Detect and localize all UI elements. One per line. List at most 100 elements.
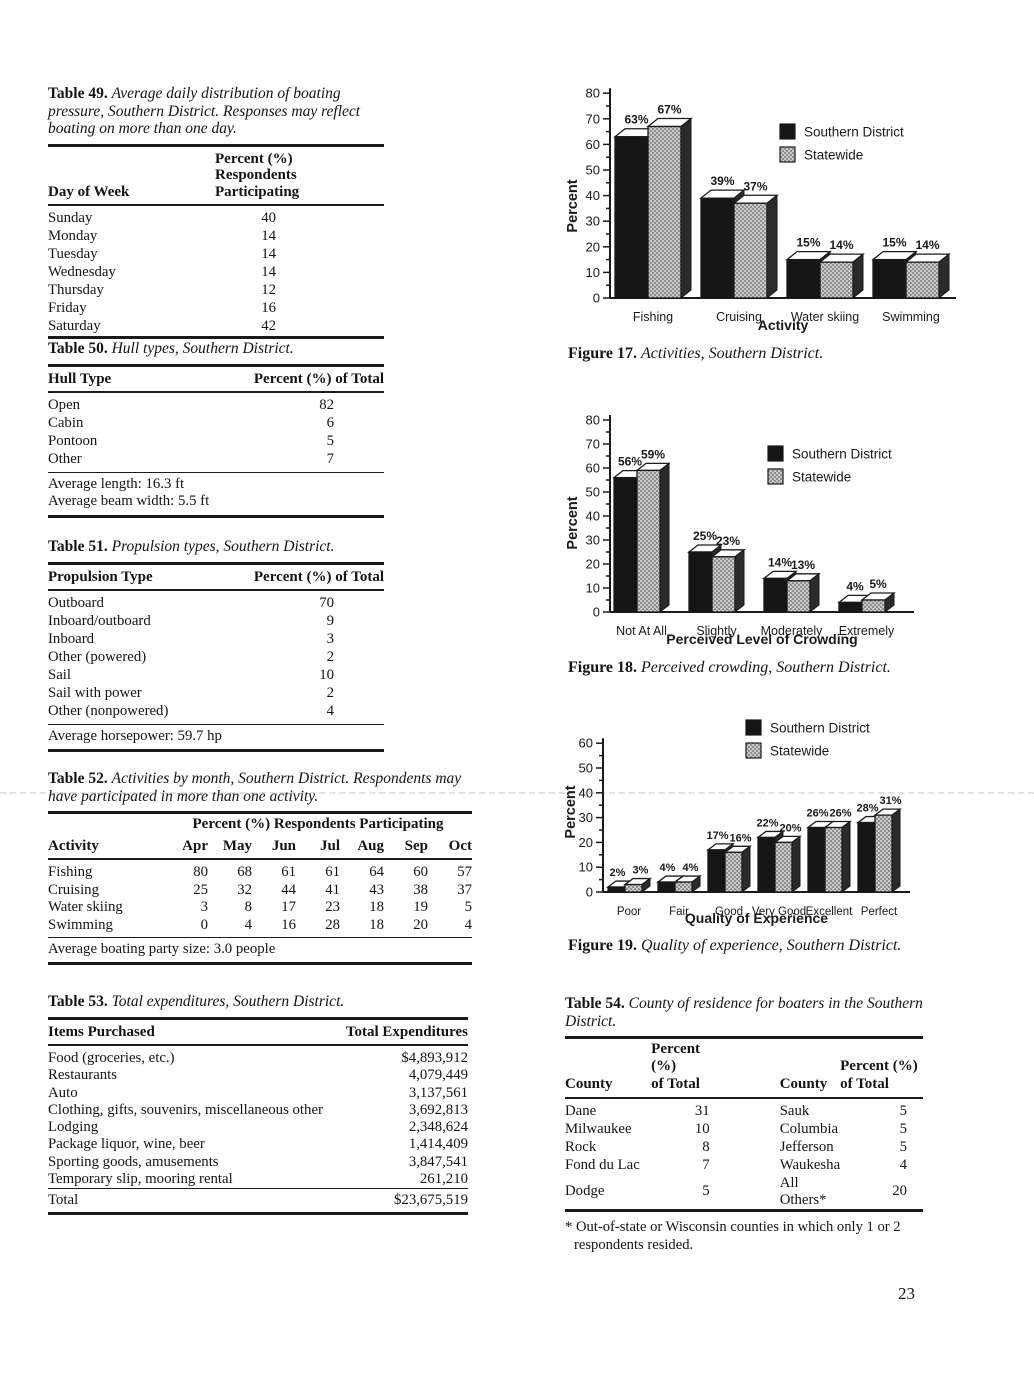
table-label: Table 52.: [48, 770, 108, 787]
bar-southern-district: [657, 881, 676, 893]
y-axis-title: Percent: [565, 496, 581, 549]
bar-statewide-side: [841, 820, 851, 893]
figure-label: Figure 19.: [568, 937, 638, 954]
y-tick-label: 50: [586, 485, 600, 500]
table-row: Swimming 0 4 16 28 18 20 4: [48, 916, 472, 934]
table-cell: 23: [325, 899, 340, 915]
bar-southern-district: [688, 551, 713, 613]
table-cell: 10: [694, 1120, 710, 1137]
bar-value-label: 25%: [693, 529, 717, 543]
table-bottom-rule: [48, 335, 384, 339]
table-cell: 37: [457, 881, 472, 898]
table-cell: 0: [200, 916, 208, 933]
legend-label: Statewide: [804, 148, 863, 163]
table-51-grid: Propulsion Type Percent (%) of Total Out…: [48, 561, 384, 721]
bar-value-label: 4%: [683, 862, 699, 874]
table-bottom-rule: [48, 749, 384, 752]
y-tick-label: 30: [586, 214, 600, 229]
table-cell: Dodge: [565, 1183, 605, 1199]
table-cell: Swimming: [48, 916, 113, 933]
y-tick-label: 40: [586, 509, 600, 524]
table-caption: County of residence for boaters in the S…: [565, 995, 923, 1030]
table-cell: 261,210: [419, 1171, 468, 1188]
table-cell: 5: [899, 1102, 907, 1119]
table-row: Temporary slip, mooring rental 261,210: [48, 1171, 468, 1189]
table-cell: 5: [464, 899, 472, 915]
table-53: Table 53. Total expenditures, Southern D…: [48, 993, 468, 1216]
table-row: Milwaukee 10 Columbia 5: [565, 1120, 923, 1138]
column-header: [716, 1038, 840, 1075]
x-category-label: Swimming: [882, 310, 940, 324]
bar-value-label: 4%: [846, 579, 864, 593]
table-cell: 6: [326, 415, 334, 431]
table-row: Open 82: [48, 392, 384, 415]
column-header: Apr: [164, 833, 208, 860]
table-cell: 68: [237, 864, 252, 880]
table-cell: Sail: [48, 667, 72, 683]
column-header: Jun: [252, 833, 296, 860]
table-cell: 7: [326, 451, 334, 467]
table-cell: Rock: [565, 1138, 597, 1155]
table-bottom-rule: [48, 514, 384, 518]
table-cell: 14: [261, 246, 276, 262]
y-tick-label: 0: [593, 605, 600, 620]
bar-value-label: 23%: [716, 534, 740, 548]
y-tick-label: 70: [586, 437, 600, 452]
table-caption: Total expenditures, Southern District.: [111, 993, 345, 1010]
table-row: Other (powered) 2: [48, 649, 384, 667]
bar-statewide-side: [659, 462, 670, 614]
y-tick-label: 20: [579, 835, 593, 850]
figure-label: Figure 17.: [568, 345, 638, 362]
table-note: Average boating party size: 3.0 people: [48, 940, 276, 957]
bar-statewide: [733, 202, 768, 299]
table-caption: Hull types, Southern District.: [111, 340, 294, 357]
bar-southern-district: [838, 601, 863, 613]
table-cell: 14: [261, 228, 276, 244]
column-header: of Total: [651, 1074, 716, 1099]
column-header: Sep: [384, 833, 428, 860]
table-row: Food (groceries, etc.) $4,893,912: [48, 1045, 468, 1067]
y-tick-label: 60: [586, 461, 600, 476]
legend-label: Southern District: [770, 721, 870, 736]
bar-statewide: [861, 599, 886, 613]
table-notes: Average horsepower: 59.7 hp: [48, 723, 384, 750]
table-cell: 40: [261, 210, 276, 226]
table-cell: 16: [281, 916, 296, 933]
table-cell: Friday: [48, 300, 87, 316]
table-cell: 41: [325, 881, 340, 898]
table-cell: 4: [464, 916, 472, 933]
table-cell: 42: [261, 318, 276, 334]
column-header: Total Expenditures: [338, 1018, 468, 1046]
bar-value-label: 5%: [869, 577, 887, 591]
legend-label: Statewide: [770, 744, 829, 759]
bar-statewide-side: [791, 835, 801, 893]
table-cell: 57: [457, 864, 472, 880]
legend-label: Southern District: [792, 447, 892, 462]
column-header: County: [565, 1074, 652, 1099]
table-cell: $4,893,912: [401, 1050, 468, 1066]
table-cell: 5: [326, 433, 334, 449]
table-cell: Clothing, gifts, souvenirs, miscellaneou…: [48, 1101, 323, 1118]
legend-swatch-southern-district: [767, 445, 784, 462]
table-cell: Outboard: [48, 595, 104, 611]
bar-value-label: 28%: [856, 803, 878, 815]
table-row: Sporting goods, amusements 3,847,541: [48, 1153, 468, 1170]
bar-value-label: 56%: [618, 455, 642, 469]
x-axis-title: Quality of Experience: [685, 910, 828, 926]
bar-chart-svg: 0 10 20 30 40 50 60 70 80 Percent 56%59% Not At All…: [565, 413, 914, 647]
table-row: Friday 16: [48, 300, 384, 318]
bar-value-label: 15%: [796, 236, 820, 250]
table-caption: Propulsion types, Southern District.: [111, 538, 335, 555]
table-label: Table 51.: [48, 538, 108, 555]
table-cell: 1,414,409: [408, 1136, 468, 1153]
x-category-label: Slightly: [696, 624, 737, 638]
table-cell: Tuesday: [48, 246, 98, 262]
table-row: Restaurants 4,079,449: [48, 1067, 468, 1084]
table-cell: 4: [244, 916, 252, 933]
x-category-label: Fair: [669, 906, 689, 918]
table-cell: 4,079,449: [408, 1067, 468, 1084]
column-header: Propulsion Type: [48, 563, 210, 591]
table-50-grid: Hull Type Percent (%) of Total Open 82 Cab…: [48, 363, 384, 469]
table-cell: Pontoon: [48, 433, 98, 449]
table-cell: 3: [200, 899, 208, 915]
